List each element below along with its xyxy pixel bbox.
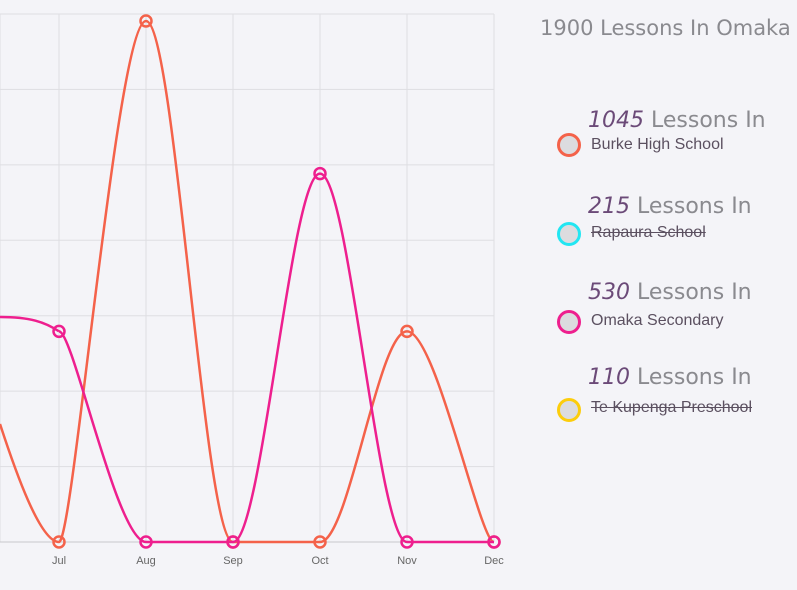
- legend-label: Lessons In: [637, 365, 752, 390]
- data-point: [226, 535, 240, 549]
- series-line: [57, 19, 495, 544]
- line-chart: Jul Aug Sep Oct Nov Dec: [0, 13, 504, 567]
- legend-label: Lessons In: [637, 194, 752, 219]
- legend-count-line: 1045 Lessons In: [588, 108, 766, 133]
- x-tick-label: Aug: [136, 555, 156, 567]
- legend-count: 1045: [588, 108, 644, 133]
- data-point: [487, 535, 501, 549]
- legend-item-rapaura-school[interactable]: 215 Lessons In Rapaura School: [557, 194, 797, 246]
- data-point: [139, 14, 153, 28]
- legend-count-line: 530 Lessons In: [588, 280, 752, 305]
- legend-name: Te Kupenga Preschool: [591, 399, 752, 416]
- legend-marker: [557, 133, 581, 157]
- x-tick-label: Jul: [52, 555, 66, 567]
- legend-item-omaka-secondary[interactable]: 530 Lessons In Omaka Secondary: [557, 280, 797, 334]
- legend-name: Omaka Secondary: [591, 312, 724, 329]
- x-tick-label: Oct: [311, 555, 328, 567]
- legend-item-burke-high-school[interactable]: 1045 Lessons In Burke High School: [557, 108, 797, 158]
- data-point: [313, 166, 327, 181]
- chart-points: [52, 14, 501, 549]
- legend-marker: [557, 222, 581, 246]
- legend-count-line: 215 Lessons In: [588, 194, 752, 219]
- x-tick-label: Sep: [223, 555, 243, 567]
- data-point: [313, 535, 327, 549]
- legend-count: 530: [588, 280, 630, 305]
- legend-count: 215: [588, 194, 630, 219]
- data-point: [400, 324, 414, 339]
- chart-series: [0, 19, 495, 544]
- legend-name: Rapaura School: [591, 224, 706, 241]
- data-point: [52, 535, 66, 549]
- legend-label: Lessons In: [651, 108, 766, 133]
- x-tick-label: Nov: [397, 555, 417, 567]
- x-tick-label: Dec: [484, 555, 504, 567]
- data-point: [52, 324, 66, 339]
- legend-count-line: 110 Lessons In: [588, 365, 752, 390]
- legend-label: Lessons In: [637, 280, 752, 305]
- header-title: 1900 Lessons In Omaka: [540, 16, 791, 40]
- legend-count: 110: [588, 365, 630, 390]
- series-line-lead: [0, 315, 60, 333]
- series-line: [58, 172, 494, 544]
- data-point: [139, 535, 153, 549]
- legend-item-te-kupenga-preschool[interactable]: 110 Lessons In Te Kupenga Preschool: [557, 365, 797, 422]
- legend-marker: [557, 310, 581, 334]
- data-point: [400, 535, 414, 549]
- legend-name: Burke High School: [591, 136, 724, 153]
- series-line-lead: [0, 423, 60, 544]
- legend-marker: [557, 398, 581, 422]
- x-axis-ticks: Jul Aug Sep Oct Nov Dec: [52, 555, 504, 567]
